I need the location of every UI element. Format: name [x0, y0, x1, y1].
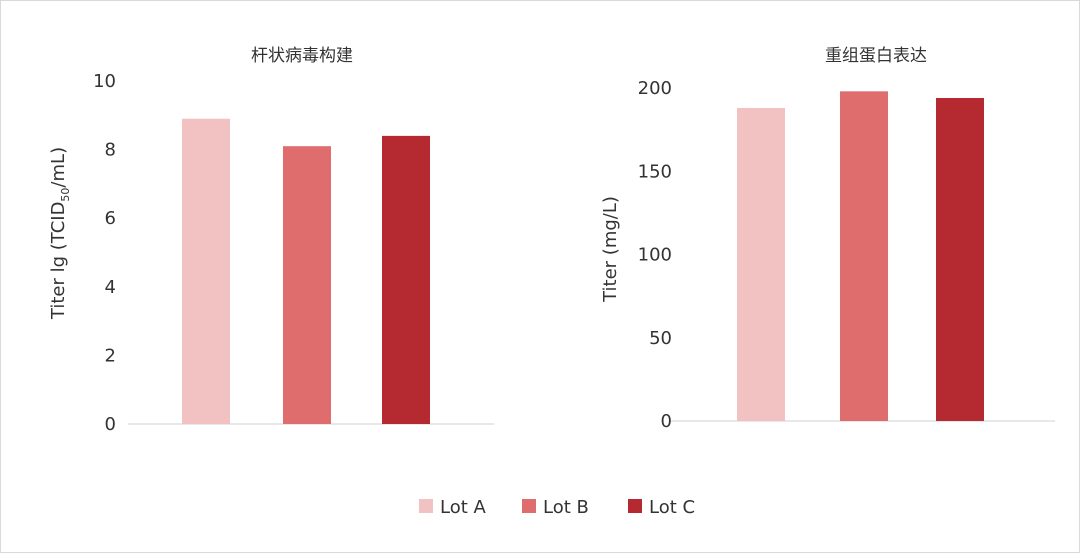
- bar-lot-c: [382, 135, 430, 424]
- bar-lot-a: [182, 118, 230, 424]
- legend-label: Lot A: [440, 497, 487, 518]
- y-tick-labels: 0 50 100 150 200: [638, 78, 672, 432]
- bar-lot-b: [840, 91, 888, 421]
- y-tick-label: 6: [105, 208, 116, 229]
- y-tick-label: 150: [638, 161, 672, 182]
- legend-item: Lot B: [522, 497, 589, 518]
- y-tick-label: 0: [661, 411, 672, 432]
- y-axis-label-suffix: /mL): [48, 147, 69, 188]
- chart-recombinant-protein: 重组蛋白表达 Titer (mg/L) 0 50 100 150 200: [600, 46, 1055, 432]
- chart-baculovirus: 杆状病毒构建 Titer lg (TCID50/mL) 0 2 4 6 8 10: [48, 46, 494, 435]
- y-tick-label: 4: [105, 277, 116, 298]
- legend-swatch: [419, 499, 433, 513]
- y-axis-label-prefix: Titer lg (TCID: [48, 202, 69, 321]
- y-tick-label: 100: [638, 245, 672, 266]
- y-tick-label: 0: [105, 414, 116, 435]
- bar-lot-b: [283, 146, 331, 425]
- chart-title: 重组蛋白表达: [825, 46, 927, 66]
- y-tick-label: 50: [649, 328, 672, 349]
- bars: [737, 91, 984, 422]
- y-tick-label: 200: [638, 78, 672, 99]
- bar-lot-a: [737, 107, 785, 421]
- legend: Lot A Lot B Lot C: [419, 497, 695, 518]
- y-axis-label: Titer (mg/L): [600, 196, 621, 303]
- y-tick-label: 10: [93, 71, 116, 92]
- y-tick-labels: 0 2 4 6 8 10: [93, 71, 116, 435]
- legend-swatch: [628, 499, 642, 513]
- y-tick-label: 8: [105, 140, 116, 161]
- y-axis-label: Titer lg (TCID50/mL): [48, 147, 72, 320]
- legend-item: Lot A: [419, 497, 487, 518]
- legend-label: Lot B: [543, 497, 589, 518]
- y-axis-label-subscript: 50: [59, 188, 72, 202]
- bars: [182, 118, 430, 425]
- y-tick-label: 2: [105, 345, 116, 366]
- legend-item: Lot C: [628, 497, 695, 518]
- chart-title: 杆状病毒构建: [251, 46, 353, 66]
- bar-lot-c: [936, 97, 984, 422]
- legend-swatch: [522, 499, 536, 513]
- legend-label: Lot C: [649, 497, 695, 518]
